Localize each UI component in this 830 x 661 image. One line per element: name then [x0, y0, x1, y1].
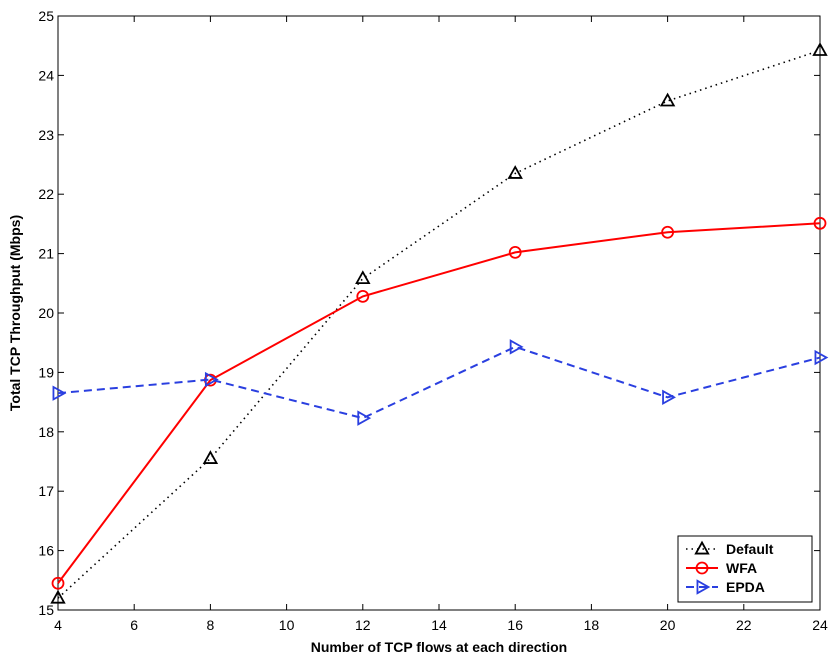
y-tick-label: 18: [38, 424, 54, 440]
data-point-wfa: [356, 289, 370, 303]
series-epda: [52, 339, 829, 426]
plot-area: [57, 15, 821, 611]
y-tick-label: 22: [38, 186, 54, 202]
plot-border: [57, 15, 821, 611]
legend-label-epda: EPDA: [726, 579, 765, 595]
data-point-default: [50, 589, 66, 604]
data-point-epda: [509, 339, 524, 355]
y-tick-label: 20: [38, 305, 54, 321]
legend-marker-wfa: [695, 561, 709, 575]
data-point-wfa: [661, 225, 674, 239]
y-tick-label: 25: [38, 8, 54, 24]
x-tick-label: 22: [736, 617, 752, 633]
series-line-wfa: [57, 222, 821, 584]
y-tick-label: 24: [38, 67, 54, 83]
x-tick-label: 24: [812, 617, 828, 633]
y-axis: 15 16 17 18 19 20 21 22 23 24 25: [38, 8, 820, 618]
x-tick-label: 14: [431, 617, 447, 633]
data-point-epda: [814, 349, 829, 366]
series-wfa: [51, 216, 827, 590]
x-axis-title: Number of TCP flows at each direction: [311, 639, 567, 655]
data-point-epda: [662, 389, 676, 406]
data-point-default: [507, 165, 523, 179]
x-tick-label: 12: [355, 617, 371, 633]
data-point-default: [202, 450, 219, 464]
data-point-default: [355, 270, 371, 284]
y-tick-label: 21: [38, 246, 54, 262]
x-tick-label: 10: [279, 617, 295, 633]
x-tick-label: 4: [54, 617, 62, 633]
data-point-epda: [204, 371, 219, 388]
series-line-epda: [57, 345, 821, 420]
x-axis: 4 6 8 10 12 14 16 18 20 22 24: [54, 16, 828, 633]
series-default: [50, 42, 828, 604]
x-tick-label: 16: [507, 617, 523, 633]
legend-label-wfa: WFA: [726, 560, 757, 576]
y-tick-label: 15: [38, 602, 54, 618]
series-line-default: [57, 49, 821, 599]
data-point-wfa: [508, 246, 522, 259]
data-point-epda: [52, 385, 67, 401]
y-tick-label: 16: [38, 543, 54, 559]
y-tick-label: 19: [38, 364, 54, 380]
data-point-default: [812, 42, 828, 56]
series-layer: [50, 42, 829, 604]
x-tick-label: 8: [207, 617, 215, 633]
data-point-wfa: [51, 576, 65, 590]
legend-marker-epda: [696, 579, 711, 595]
y-axis-title: Total TCP Throughput (Mbps): [7, 215, 23, 411]
x-tick-label: 6: [130, 617, 138, 633]
y-tick-label: 23: [38, 127, 54, 143]
x-tick-label: 18: [584, 617, 600, 633]
legend-label-default: Default: [726, 541, 774, 557]
legend-marker-default: [694, 540, 710, 555]
data-point-wfa: [813, 216, 827, 230]
y-tick-label: 17: [38, 483, 54, 499]
x-tick-label: 20: [660, 617, 676, 633]
legend: Default WFA EPDA: [677, 535, 813, 603]
data-point-default: [659, 92, 676, 107]
data-point-epda: [357, 410, 372, 426]
